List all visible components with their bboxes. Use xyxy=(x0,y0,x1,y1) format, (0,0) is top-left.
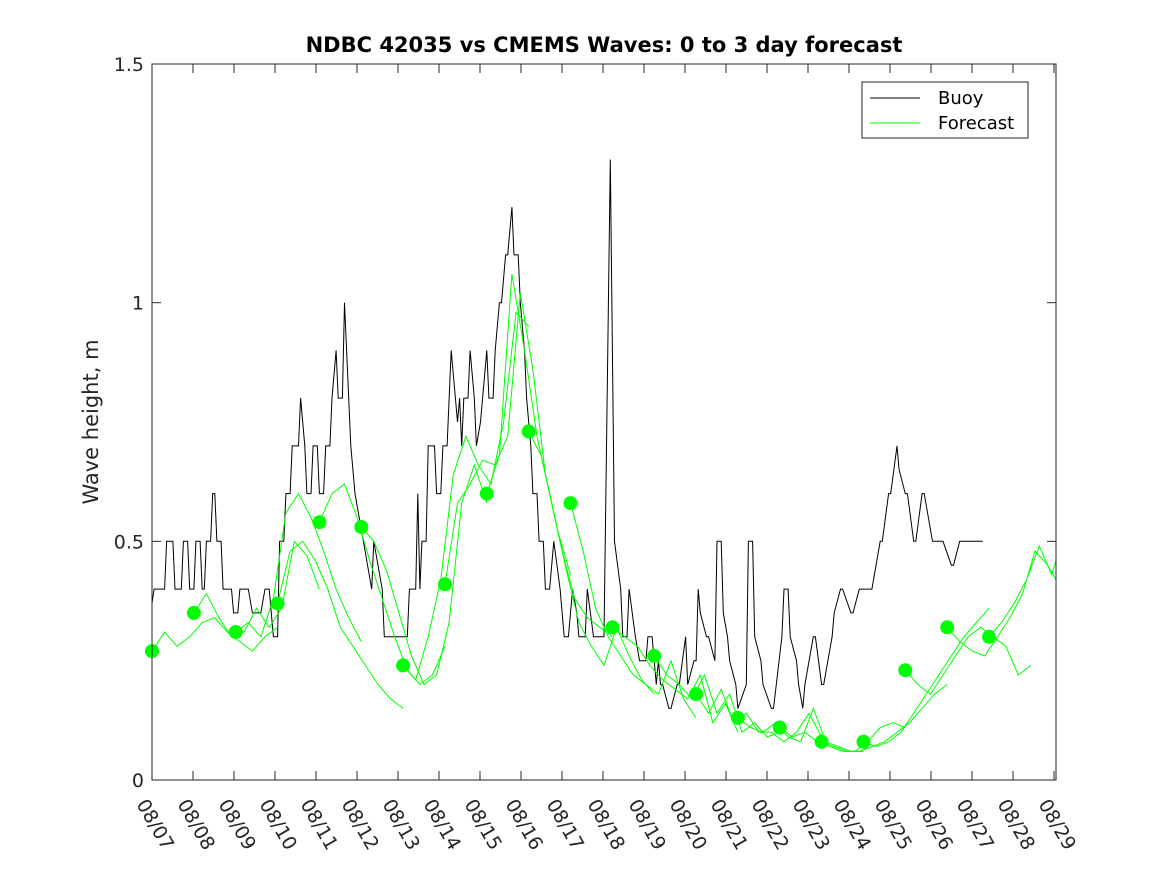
series-line-forecast-run-13 xyxy=(653,655,780,738)
forecast-marker-point xyxy=(605,620,620,635)
plot-area: 00.511.508/0708/0808/0908/1008/1108/1208… xyxy=(114,54,1080,854)
forecast-marker-point xyxy=(856,734,871,749)
series-line-forecast-run-10 xyxy=(528,431,655,695)
forecast-marker-point xyxy=(312,515,327,530)
y-tick-label: 1.5 xyxy=(114,54,144,76)
series-line-forecast-run-7 xyxy=(402,311,530,681)
series-line-forecast-run-20 xyxy=(946,549,1057,657)
forecast-marker-point xyxy=(228,625,243,639)
forecast-marker-point xyxy=(689,687,704,702)
series-line-forecast-run-16 xyxy=(779,722,906,752)
series-line-forecast-run-4 xyxy=(277,540,404,709)
axes-box xyxy=(151,63,1057,781)
series-line-forecast-run-14 xyxy=(695,688,823,743)
series-line-forecast-run-15 xyxy=(737,706,864,752)
series-line-forecast-run-17 xyxy=(821,684,948,752)
y-axis-label: Wave height, m xyxy=(79,339,103,504)
series-line-forecast-run-11 xyxy=(570,502,697,719)
forecast-marker-point xyxy=(186,605,201,620)
y-tick-label: 0.5 xyxy=(114,531,144,553)
series-line-forecast-run-1 xyxy=(151,617,278,652)
forecast-marker-point xyxy=(270,596,285,611)
series-line-forecast-run-5 xyxy=(318,483,446,686)
legend: Buoy Forecast xyxy=(861,81,1029,139)
forecast-marker-point xyxy=(521,424,536,439)
forecast-marker-point xyxy=(479,486,494,501)
forecast-marker-point xyxy=(940,620,955,635)
chart-title: NDBC 42035 vs CMEMS Waves: 0 to 3 day fo… xyxy=(306,33,903,57)
y-tick-label: 1 xyxy=(132,293,144,315)
forecast-marker-point xyxy=(772,720,787,735)
series-line-forecast-run-21 xyxy=(988,544,1057,638)
series-line-forecast-run-2 xyxy=(193,540,320,638)
legend-label-buoy: Buoy xyxy=(938,88,984,109)
y-tick-label: 0 xyxy=(132,770,144,792)
series-line-forecast-run-3 xyxy=(235,492,362,642)
forecast-marker-point xyxy=(396,658,411,673)
series-line-forecast-run-12 xyxy=(612,626,739,733)
legend-box xyxy=(861,81,1029,139)
axes-background xyxy=(152,64,1056,780)
forecast-marker-point xyxy=(563,496,578,511)
series-line-forecast-run-19 xyxy=(904,626,1032,695)
series-layer xyxy=(145,159,1057,752)
series-line-forecast-run-18 xyxy=(863,607,990,748)
series-line-buoy xyxy=(151,159,983,709)
forecast-marker-point xyxy=(647,648,662,663)
forecast-marker-point xyxy=(438,577,452,592)
forecast-marker-point xyxy=(982,629,996,644)
forecast-marker-point xyxy=(898,663,913,678)
forecast-marker-point xyxy=(814,734,829,749)
forecast-marker-point xyxy=(730,710,745,725)
legend-label-forecast: Forecast xyxy=(938,113,1014,134)
forecast-marker-point xyxy=(354,520,369,534)
